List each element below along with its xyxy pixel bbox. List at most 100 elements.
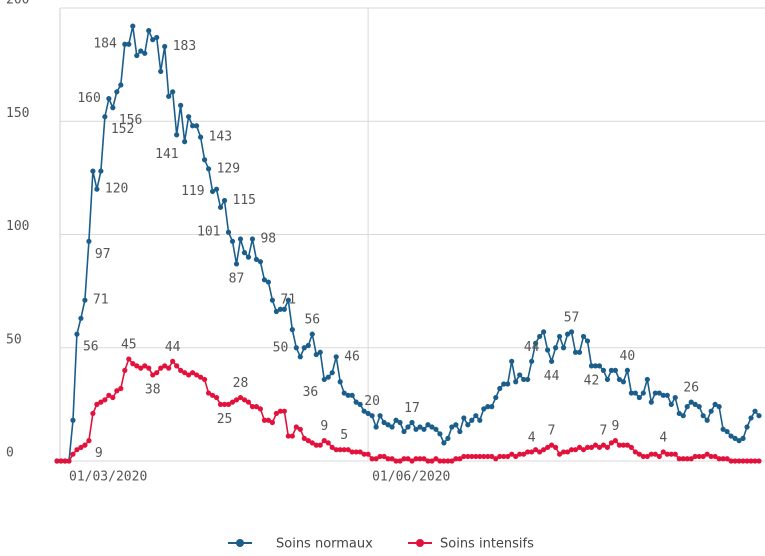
data-point [632, 390, 638, 396]
data-label: 152 [111, 122, 134, 137]
data-point [644, 376, 650, 383]
data-label: 119 [181, 184, 204, 199]
data-label: 44 [544, 369, 560, 384]
data-point [489, 404, 495, 410]
data-point [584, 338, 591, 344]
data-point [664, 451, 670, 457]
data-point [241, 250, 248, 256]
data-point [297, 426, 303, 432]
data-point [377, 453, 383, 460]
data-point [146, 365, 152, 371]
data-point [668, 451, 674, 457]
data-point [397, 419, 403, 426]
data-point [186, 372, 192, 378]
data-point [158, 365, 164, 371]
data-point [441, 458, 447, 464]
data-point [740, 458, 746, 464]
data-point [513, 379, 519, 385]
data-point [568, 447, 575, 453]
x-tick-label: 01/03/2020 [69, 470, 147, 485]
data-point [740, 435, 746, 441]
data-point [309, 440, 315, 446]
data-point [194, 372, 200, 378]
data-point [648, 399, 654, 405]
data-point [688, 399, 694, 405]
data-point [449, 458, 455, 464]
data-point [548, 442, 555, 448]
data-label: 26 [683, 381, 699, 396]
data-point [102, 397, 108, 403]
data-point [317, 442, 323, 448]
data-point [680, 413, 686, 419]
data-point [564, 449, 571, 455]
data-point [381, 419, 387, 426]
data-point [138, 48, 144, 54]
data-point [560, 345, 567, 351]
data-point [716, 456, 722, 462]
data-point [78, 444, 84, 451]
data-point [624, 442, 630, 448]
data-point [110, 105, 116, 111]
data-label: 4 [659, 430, 667, 445]
data-point [253, 256, 260, 263]
data-point [158, 68, 164, 75]
data-point [588, 363, 595, 369]
data-point [301, 345, 307, 351]
data-point [453, 456, 459, 462]
data-point [293, 345, 299, 351]
data-point [572, 349, 579, 355]
data-point [285, 433, 291, 439]
data-point [485, 404, 491, 410]
data-point [98, 399, 104, 405]
data-point [429, 458, 435, 464]
data-point [66, 458, 72, 464]
data-point [421, 426, 427, 432]
data-label: 184 [93, 37, 117, 52]
data-point [660, 449, 666, 455]
y-tick-label: 0 [6, 446, 14, 461]
data-point [481, 406, 487, 412]
data-point [425, 422, 431, 428]
data-point [521, 376, 527, 383]
data-point [82, 442, 88, 448]
data-point [249, 236, 256, 242]
data-point [329, 444, 335, 451]
data-point [533, 340, 539, 346]
data-point [194, 123, 200, 129]
data-point [477, 453, 483, 460]
data-point [154, 370, 160, 376]
data-point [592, 442, 599, 448]
data-point [186, 114, 192, 120]
data-point [684, 456, 690, 462]
data-point [656, 453, 662, 460]
data-point [154, 34, 160, 41]
data-point [421, 456, 427, 462]
data-point [62, 458, 68, 464]
data-point [54, 458, 60, 464]
data-point [269, 297, 275, 303]
data-point [425, 458, 431, 464]
data-point [106, 392, 112, 398]
data-point [293, 424, 299, 430]
data-point [588, 444, 595, 451]
data-point [592, 363, 599, 369]
data-point [389, 424, 395, 430]
data-point [628, 444, 634, 451]
data-point [385, 456, 391, 462]
data-point [481, 453, 487, 460]
data-point [433, 426, 439, 432]
data-point [401, 428, 407, 435]
data-point [261, 417, 268, 423]
data-point [517, 372, 523, 378]
data-point [469, 417, 475, 423]
data-point [676, 456, 682, 462]
data-label: 7 [600, 424, 608, 439]
data-point [373, 424, 379, 430]
data-point [381, 453, 387, 460]
data-point [552, 444, 559, 451]
data-point [696, 453, 702, 460]
data-point [229, 238, 236, 244]
data-label: 17 [404, 401, 420, 416]
data-point [572, 447, 579, 453]
